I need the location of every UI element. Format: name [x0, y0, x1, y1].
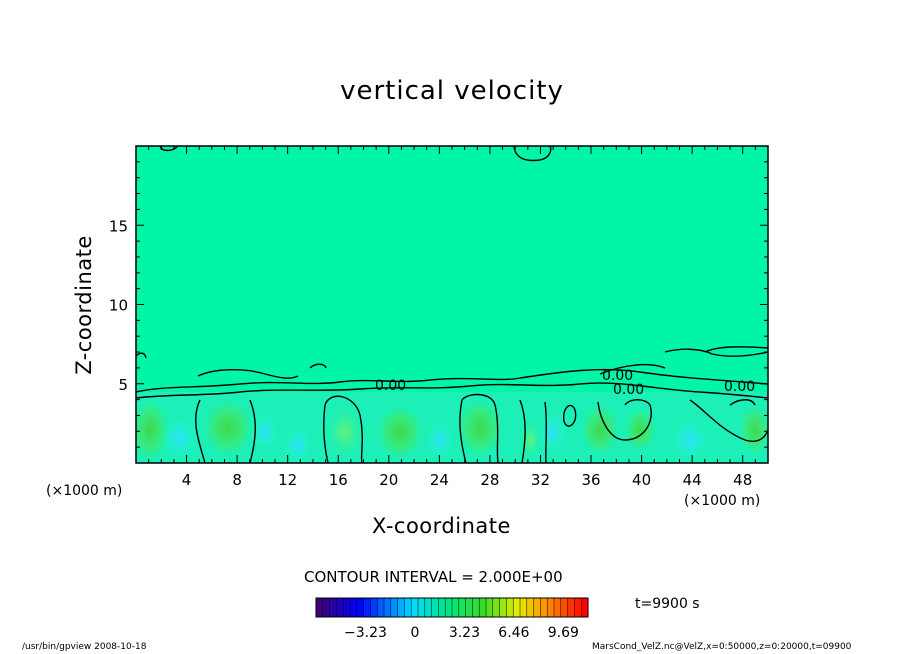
- x-tick-label: 4: [182, 471, 192, 489]
- colorbar: −3.23 0 3.23 6.46 9.69: [315, 597, 589, 641]
- colorbar-cell: [370, 598, 378, 617]
- colorbar-cell: [499, 598, 507, 617]
- colorbar-cell: [486, 598, 494, 617]
- colorbar-cell: [404, 598, 412, 617]
- colorbar-cell: [445, 598, 453, 617]
- x-tick-label: 40: [632, 471, 651, 489]
- colorbar-cell: [465, 598, 473, 617]
- colorbar-cell: [418, 598, 426, 617]
- y-axis-label: Z-coordinate: [72, 235, 96, 375]
- colorbar-cell: [581, 598, 589, 617]
- x-tick-label: 48: [733, 471, 752, 489]
- contour-label: 0.00: [724, 379, 755, 395]
- chart-title: vertical velocity: [340, 76, 564, 106]
- colorbar-cell: [506, 598, 514, 617]
- colorbar-cell: [343, 598, 351, 617]
- footer-left: /usr/bin/gpview 2008-10-18: [22, 642, 147, 652]
- colorbar-cell: [479, 598, 487, 617]
- colorbar-cell: [574, 598, 582, 617]
- colorbar-cell: [560, 598, 569, 617]
- colorbar-cell: [316, 598, 324, 617]
- x-tick-label: 44: [683, 471, 702, 489]
- colorbar-cell: [431, 598, 439, 617]
- colorbar-cell: [377, 598, 385, 617]
- colorbar-cell: [554, 598, 562, 617]
- field-layer: [136, 392, 768, 463]
- y-tick-label: 5: [118, 376, 128, 394]
- colorbar-cell: [329, 598, 337, 617]
- contour-label: 0.00: [613, 382, 644, 398]
- x-tick-label: 28: [480, 471, 499, 489]
- x-tick-label: 24: [430, 471, 449, 489]
- contour-interval-text: CONTOUR INTERVAL = 2.000E+00: [304, 568, 563, 586]
- x-axis: 4 8 12 16 20 24 28 32 36 40 44 48: [135, 146, 769, 489]
- colorbar-cell: [567, 598, 575, 617]
- contour-label: 0.00: [602, 368, 633, 384]
- colorbar-cell: [384, 598, 392, 617]
- colorbar-cell: [356, 598, 365, 617]
- colorbar-cell: [390, 598, 399, 617]
- colorbar-cell: [350, 598, 358, 617]
- colorbar-cell: [458, 598, 467, 617]
- colorbar-cell: [540, 598, 548, 617]
- x-tick-label: 32: [531, 471, 550, 489]
- y-tick-label: 15: [109, 217, 128, 235]
- footer-right: MarsCond_VelZ.nc@VelZ,x=0:50000,z=0:2000…: [592, 642, 852, 652]
- contour-label: 0.00: [375, 378, 406, 394]
- colorbar-cell: [424, 598, 433, 617]
- colorbar-tick-label: −3.23: [344, 625, 387, 641]
- contour-label-group: 0.00 0.00 0.00 0.00: [375, 368, 755, 398]
- colorbar-tick-label: 9.69: [548, 625, 579, 641]
- time-label: t=9900 s: [635, 596, 700, 612]
- colorbar-cell: [472, 598, 480, 617]
- x-tick-label: 16: [329, 471, 348, 489]
- colorbar-cell: [452, 598, 460, 617]
- colorbar-cell: [322, 598, 331, 617]
- colorbar-tick-label: 0: [410, 625, 419, 641]
- x-axis-label: X-coordinate: [372, 514, 511, 538]
- colorbar-cell: [363, 598, 371, 617]
- y-tick-label: 10: [109, 297, 128, 315]
- x-tick-label: 36: [581, 471, 600, 489]
- x-tick-label: 20: [379, 471, 398, 489]
- colorbar-tick-label: 3.23: [449, 625, 480, 641]
- colorbar-cell: [438, 598, 446, 617]
- x-tick-label: 12: [278, 471, 297, 489]
- colorbar-cell: [492, 598, 501, 617]
- colorbar-cell: [547, 598, 555, 617]
- x-unit-label-right: (×1000 m): [684, 493, 761, 509]
- colorbar-cell: [397, 598, 405, 617]
- colorbar-cell: [336, 598, 344, 617]
- colorbar-tick-label: 6.46: [498, 625, 529, 641]
- contour-lines: [136, 146, 768, 463]
- colorbar-cell: [520, 598, 528, 617]
- colorbar-cell: [411, 598, 419, 617]
- colorbar-frame: [315, 597, 589, 618]
- x-tick-label: 8: [232, 471, 242, 489]
- x-unit-label-left: (×1000 m): [46, 483, 123, 499]
- colorbar-cell: [526, 598, 535, 617]
- colorbar-cell: [533, 598, 541, 617]
- colorbar-cell: [513, 598, 521, 617]
- y-axis: 5 10 15: [109, 145, 768, 464]
